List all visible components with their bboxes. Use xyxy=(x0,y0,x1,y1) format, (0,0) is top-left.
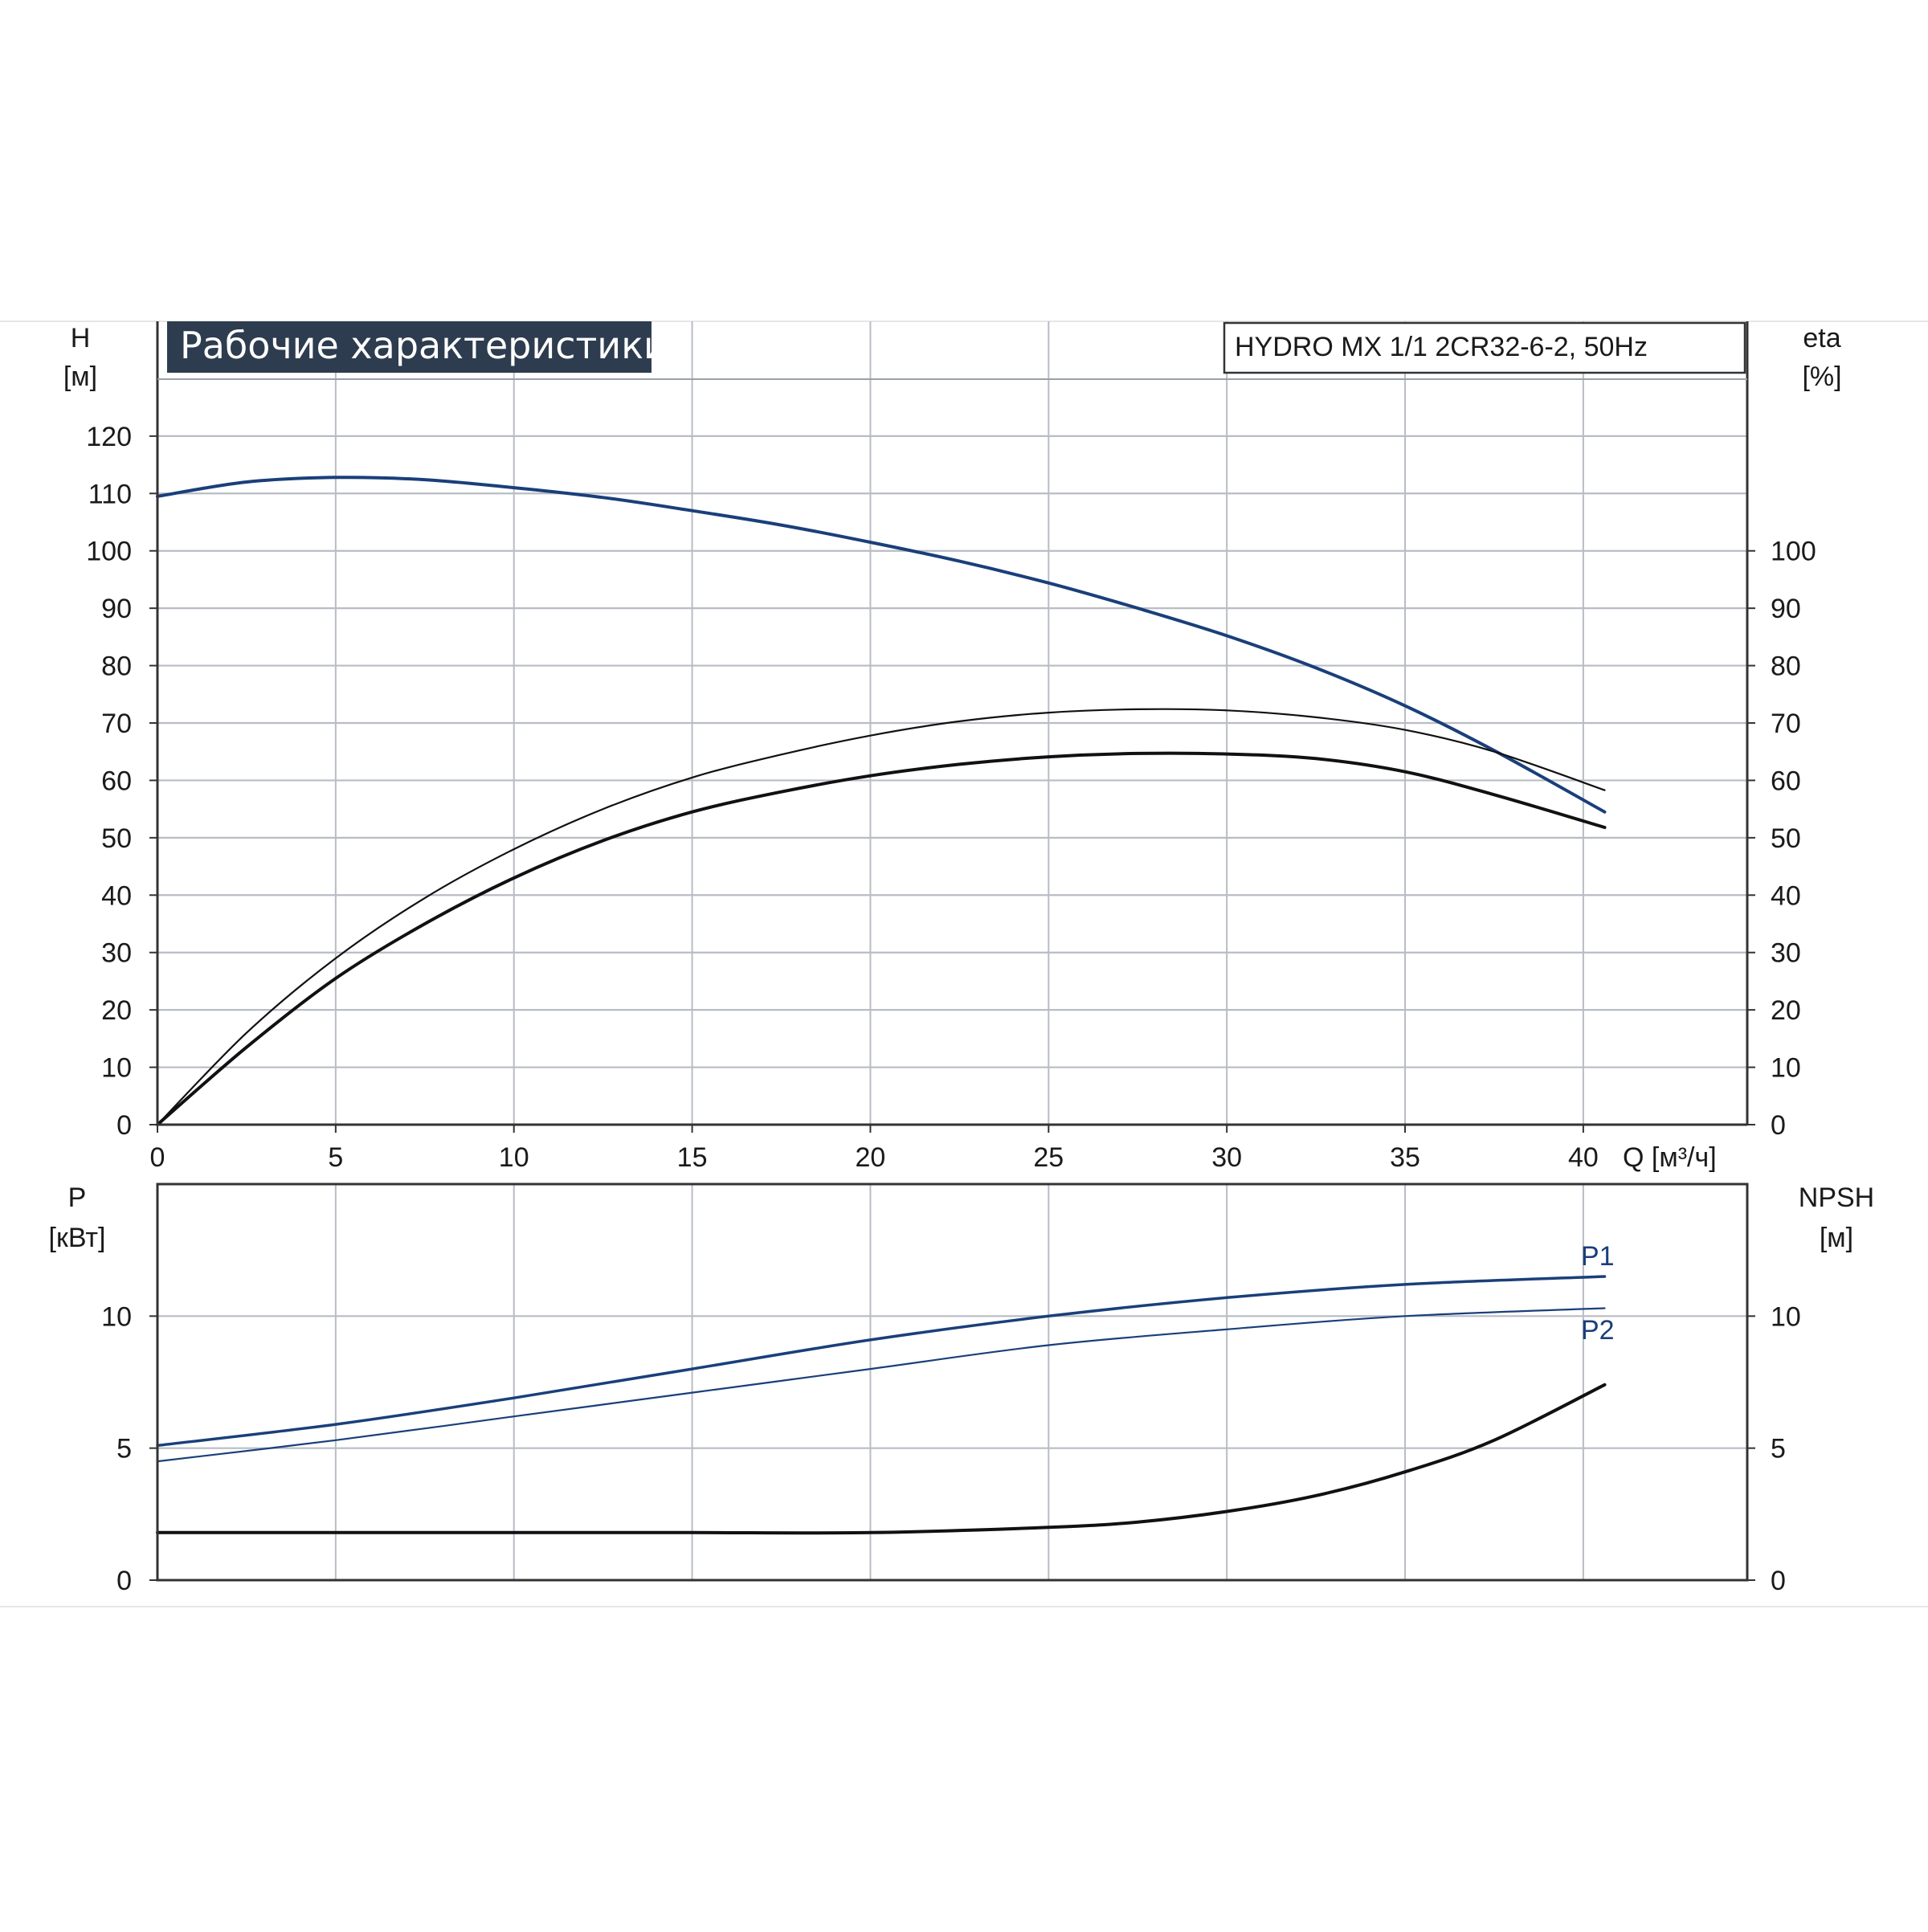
right-y-tick-label: 20 xyxy=(1771,995,1801,1026)
x-tick-label: 0 xyxy=(150,1142,165,1173)
left-y-tick-label: 70 xyxy=(101,709,132,739)
right-y-tick-label: 50 xyxy=(1771,823,1801,854)
bottom-left-y-tick-label: 0 xyxy=(116,1566,132,1596)
bottom-left-y-tick-label: 5 xyxy=(116,1434,132,1464)
curve-eta_thick xyxy=(156,751,1607,1126)
curve-NPSH xyxy=(156,1383,1607,1535)
right-y-tick-label: 30 xyxy=(1771,938,1801,969)
x-axis-title: Q [м³/ч] xyxy=(1623,1142,1717,1173)
left-y-tick-label: 80 xyxy=(101,651,132,682)
curves xyxy=(156,476,1607,1535)
right-y-tick-label: 40 xyxy=(1771,880,1801,911)
left-y-tick-label: 50 xyxy=(101,823,132,854)
bottom-right-y-tick-label: 10 xyxy=(1771,1301,1801,1332)
left-y-tick-label: 120 xyxy=(86,422,132,452)
top-left-axis-title-1: H xyxy=(71,323,91,353)
bottom-right-axis-title-1: NPSH xyxy=(1799,1182,1874,1213)
left-y-tick-label: 90 xyxy=(101,594,132,624)
right-y-tick-label: 80 xyxy=(1771,651,1801,682)
left-y-tick-label: 40 xyxy=(101,880,132,911)
top-right-axis-title-2: [%] xyxy=(1802,361,1841,392)
left-y-tick-label: 30 xyxy=(101,938,132,969)
curve-eta_thin xyxy=(156,708,1606,1126)
x-tick-label: 25 xyxy=(1033,1142,1064,1173)
x-tick-label: 10 xyxy=(499,1142,529,1173)
left-y-tick-label: 0 xyxy=(116,1110,132,1141)
bottom-right-axis-title-2: [м] xyxy=(1820,1223,1853,1253)
right-y-tick-label: 0 xyxy=(1771,1110,1786,1141)
left-y-tick-label: 100 xyxy=(86,537,132,567)
left-y-tick-label: 20 xyxy=(101,995,132,1026)
bottom-right-y-tick-label: 0 xyxy=(1771,1566,1786,1596)
right-y-tick-label: 10 xyxy=(1771,1053,1801,1084)
bottom-right-y-tick-label: 5 xyxy=(1771,1434,1786,1464)
left-y-tick-label: 60 xyxy=(101,766,132,796)
x-tick-label: 20 xyxy=(856,1142,886,1173)
top-right-axis-title-1: eta xyxy=(1803,323,1840,353)
chart-title: Рабочие характеристики xyxy=(180,324,668,367)
bottom-left-axis-title-1: P xyxy=(68,1182,87,1213)
tick-labels: 0 5 10 15 20 25 30 35 40010203040506070809010011… xyxy=(86,422,1816,1596)
right-y-tick-label: 90 xyxy=(1771,594,1801,624)
model-box xyxy=(1223,321,1746,374)
x-tick-label: 35 xyxy=(1390,1142,1420,1173)
bottom-left-y-tick-label: 10 xyxy=(101,1301,132,1332)
bottom-left-axis-title-2: [кВт] xyxy=(49,1223,106,1253)
left-y-tick-label: 110 xyxy=(88,479,132,509)
curve-H xyxy=(156,476,1607,814)
p1-curve-label: P1 xyxy=(1581,1241,1615,1272)
bottom-panel-grid xyxy=(157,1184,1747,1580)
curve-P2 xyxy=(156,1307,1606,1463)
bottom-panel-frame xyxy=(156,1182,1749,1582)
x-tick-label: 5 xyxy=(328,1142,343,1173)
p2-curve-label: P2 xyxy=(1581,1315,1615,1346)
left-y-tick-label: 10 xyxy=(101,1053,132,1084)
right-y-tick-label: 70 xyxy=(1771,709,1801,739)
right-y-tick-label: 60 xyxy=(1771,766,1801,796)
model-label: HYDRO MX 1/1 2CR32-6-2, 50Hz xyxy=(1235,332,1648,362)
right-y-tick-label: 100 xyxy=(1771,537,1816,567)
title-banner xyxy=(167,321,652,373)
x-tick-label: 40 xyxy=(1568,1142,1599,1173)
x-tick-label: 30 xyxy=(1211,1142,1242,1173)
top-left-axis-title-2: [м] xyxy=(63,361,97,392)
x-tick-label: 15 xyxy=(677,1142,708,1173)
curve-P1 xyxy=(156,1275,1607,1448)
